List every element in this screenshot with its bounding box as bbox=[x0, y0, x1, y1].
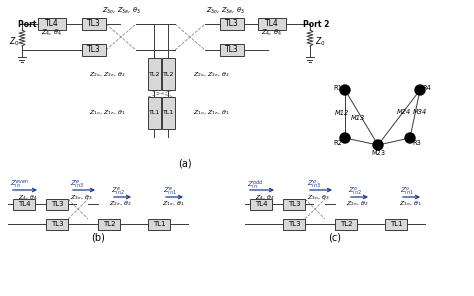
Text: TL3: TL3 bbox=[87, 46, 101, 54]
Bar bbox=[148, 58, 161, 90]
Text: $Z_{1e},\,\theta_1$: $Z_{1e},\,\theta_1$ bbox=[162, 200, 184, 208]
Text: $Z_{1o},\,\theta_1$: $Z_{1o},\,\theta_1$ bbox=[399, 200, 421, 208]
Text: TL3: TL3 bbox=[51, 202, 64, 207]
Text: TL1: TL1 bbox=[153, 221, 165, 228]
Text: $Z_{in1}^e$: $Z_{in1}^e$ bbox=[163, 186, 177, 198]
Bar bbox=[82, 18, 106, 30]
Circle shape bbox=[373, 140, 383, 150]
Text: $Z_{2o},\,Z_{2e},\,\theta_2$: $Z_{2o},\,Z_{2e},\,\theta_2$ bbox=[193, 71, 229, 79]
Bar bbox=[13, 199, 35, 210]
Text: M13: M13 bbox=[350, 115, 365, 120]
Text: TL1: TL1 bbox=[163, 110, 174, 115]
Bar bbox=[46, 199, 68, 210]
Text: TL2: TL2 bbox=[149, 72, 160, 76]
Text: $Z_4,\,\theta_4$: $Z_4,\,\theta_4$ bbox=[262, 28, 283, 38]
Text: $Z_{3o},\,Z_{3e},\,\theta_3$: $Z_{3o},\,Z_{3e},\,\theta_3$ bbox=[206, 6, 245, 16]
Text: TL2: TL2 bbox=[340, 221, 352, 228]
Text: M24: M24 bbox=[397, 109, 411, 115]
Circle shape bbox=[340, 133, 350, 143]
Text: $Z_{in3}^o$: $Z_{in3}^o$ bbox=[307, 179, 321, 191]
Bar bbox=[82, 44, 106, 56]
Text: TL1: TL1 bbox=[390, 221, 402, 228]
Text: $Z_{3e},\,\theta_3$: $Z_{3e},\,\theta_3$ bbox=[70, 194, 92, 202]
Bar bbox=[98, 219, 120, 230]
Text: (c): (c) bbox=[328, 233, 341, 243]
Text: TL4: TL4 bbox=[45, 20, 59, 28]
Bar bbox=[162, 58, 175, 90]
Text: $Z_{in3}^e$: $Z_{in3}^e$ bbox=[70, 179, 84, 191]
Text: Port 1: Port 1 bbox=[18, 20, 45, 29]
Text: TL3: TL3 bbox=[225, 20, 239, 28]
Text: $Z_{1o},\,Z_{1e},\,\theta_1$: $Z_{1o},\,Z_{1e},\,\theta_1$ bbox=[193, 109, 229, 118]
Text: $Z_{3o},\,Z_{3e},\,\theta_3$: $Z_{3o},\,Z_{3e},\,\theta_3$ bbox=[101, 6, 140, 16]
Text: R4: R4 bbox=[422, 85, 431, 91]
Text: $Z_{2o},\,Z_{2e},\,\theta_2$: $Z_{2o},\,Z_{2e},\,\theta_2$ bbox=[90, 71, 126, 79]
Bar bbox=[38, 18, 66, 30]
Text: $Z_{in}^{odd}$: $Z_{in}^{odd}$ bbox=[247, 178, 264, 192]
Bar bbox=[162, 97, 175, 129]
Text: TL4: TL4 bbox=[255, 202, 267, 207]
Bar bbox=[283, 199, 305, 210]
Text: TL4: TL4 bbox=[18, 202, 30, 207]
Text: $Z_{in1}^o$: $Z_{in1}^o$ bbox=[400, 186, 414, 198]
Text: $Z_{2o},\,\theta_2$: $Z_{2o},\,\theta_2$ bbox=[346, 200, 368, 208]
Bar bbox=[148, 219, 170, 230]
Bar bbox=[46, 219, 68, 230]
Text: $Z_{2e},\,\theta_2$: $Z_{2e},\,\theta_2$ bbox=[109, 200, 131, 208]
Bar bbox=[148, 97, 161, 129]
Text: $Z_0$: $Z_0$ bbox=[9, 36, 19, 48]
Text: $Z_{3o},\,\theta_3$: $Z_{3o},\,\theta_3$ bbox=[307, 194, 329, 202]
Text: (a): (a) bbox=[178, 158, 192, 168]
Text: TL2: TL2 bbox=[163, 72, 174, 76]
Bar bbox=[335, 219, 357, 230]
Circle shape bbox=[415, 85, 425, 95]
Circle shape bbox=[340, 85, 350, 95]
Bar bbox=[220, 18, 244, 30]
Text: $Z_{1o},\,Z_{1e},\,\theta_1$: $Z_{1o},\,Z_{1e},\,\theta_1$ bbox=[90, 109, 126, 118]
Text: $Z_0$: $Z_0$ bbox=[315, 36, 325, 48]
Text: TL3: TL3 bbox=[87, 20, 101, 28]
Bar bbox=[258, 18, 286, 30]
Text: R3: R3 bbox=[413, 140, 421, 146]
Bar bbox=[220, 44, 244, 56]
Text: (b): (b) bbox=[91, 233, 105, 243]
Text: $Z_{in}^{even}$: $Z_{in}^{even}$ bbox=[10, 179, 29, 191]
Circle shape bbox=[405, 133, 415, 143]
Text: M23: M23 bbox=[371, 150, 385, 156]
Text: TL3: TL3 bbox=[225, 46, 239, 54]
Text: TL4: TL4 bbox=[265, 20, 279, 28]
Bar bbox=[250, 199, 272, 210]
Text: R2: R2 bbox=[334, 140, 342, 146]
Text: TL3: TL3 bbox=[288, 221, 301, 228]
Text: TL3: TL3 bbox=[51, 221, 64, 228]
Text: $Z_{in2}^e$: $Z_{in2}^e$ bbox=[111, 186, 125, 198]
Text: M34: M34 bbox=[412, 109, 427, 115]
Text: TL1: TL1 bbox=[149, 110, 160, 115]
Text: $Z_{in2}^o$: $Z_{in2}^o$ bbox=[348, 186, 362, 198]
Text: TL2: TL2 bbox=[103, 221, 115, 228]
Text: TL3: TL3 bbox=[288, 202, 301, 207]
Text: $Z_4,\,\theta_4$: $Z_4,\,\theta_4$ bbox=[42, 28, 63, 38]
Text: R1: R1 bbox=[334, 85, 342, 91]
Text: $Z_4,\,\theta_4$: $Z_4,\,\theta_4$ bbox=[18, 194, 38, 202]
Text: Port 2: Port 2 bbox=[303, 20, 329, 29]
Bar bbox=[283, 219, 305, 230]
Bar bbox=[385, 219, 407, 230]
Text: $Z_4,\,\theta_4$: $Z_4,\,\theta_4$ bbox=[255, 194, 275, 202]
Text: M12: M12 bbox=[335, 110, 349, 116]
